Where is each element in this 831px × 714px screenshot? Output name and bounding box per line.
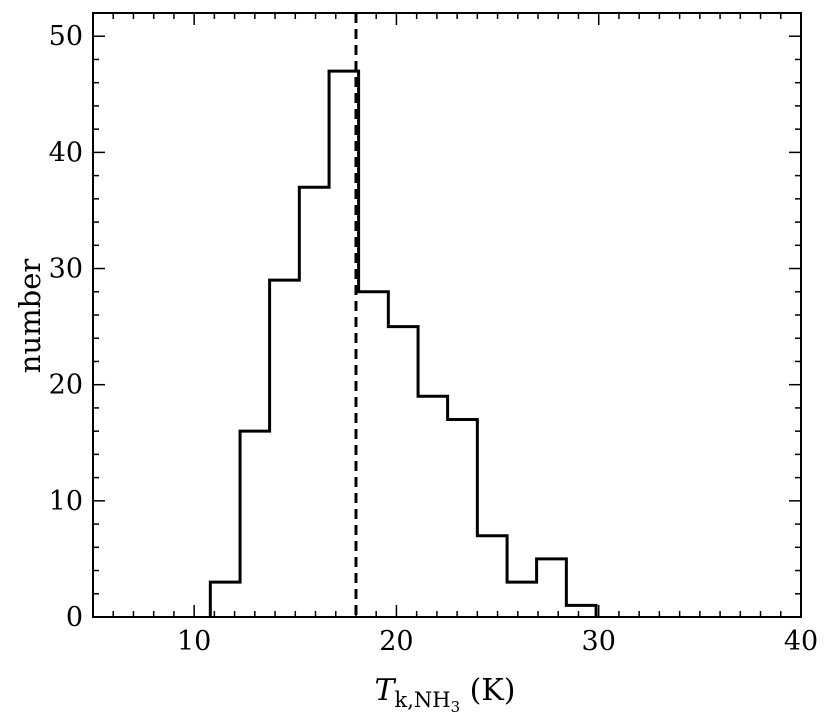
x-tick-label: 30 — [582, 626, 616, 657]
y-tick-label: 50 — [49, 21, 83, 52]
y-tick-label: 40 — [49, 137, 83, 168]
x-tick-label: 20 — [379, 626, 413, 657]
y-tick-label: 20 — [49, 370, 83, 401]
x-tick-labels: 10 20 30 40 — [177, 626, 818, 657]
x-axis-label: Tk,NH3 (K) — [374, 673, 515, 714]
x-tick-label: 10 — [177, 626, 211, 657]
plot-frame — [92, 12, 802, 618]
y-tick-labels: 0 10 20 30 40 50 — [49, 21, 83, 633]
y-tick-label: 10 — [49, 486, 83, 517]
y-tick-label: 30 — [49, 254, 83, 285]
histogram-outline — [208, 69, 598, 617]
y-tick-label: 0 — [66, 602, 83, 633]
x-tick-label: 40 — [784, 626, 818, 657]
tick-marks — [92, 12, 802, 618]
y-axis-label: number — [13, 259, 47, 374]
